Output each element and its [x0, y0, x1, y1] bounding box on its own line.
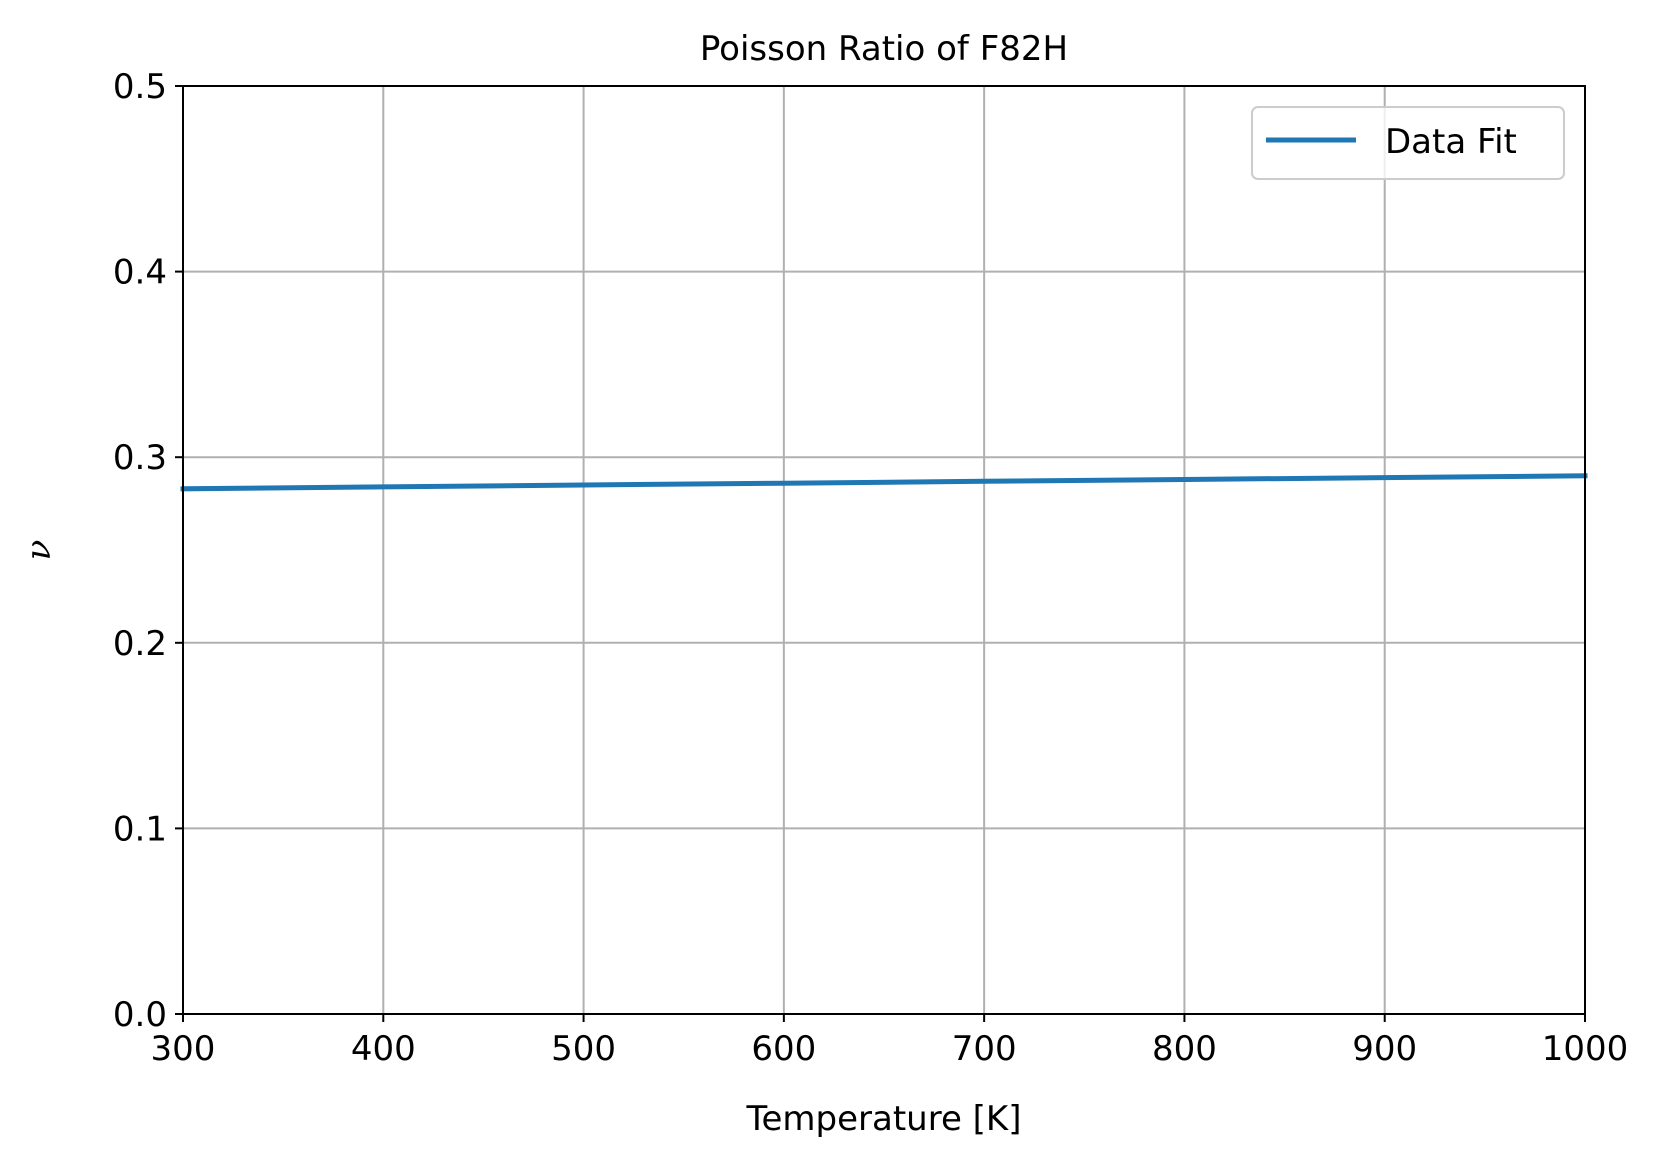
legend-box — [1251, 106, 1565, 180]
x-tick-label: 300 — [151, 1029, 216, 1069]
x-tick-label: 400 — [351, 1029, 416, 1069]
x-tick-label: 500 — [551, 1029, 616, 1069]
chart-title: Poisson Ratio of F82H — [700, 29, 1068, 69]
x-tick-label: 1000 — [1542, 1029, 1629, 1069]
y-tick-label: 0.5 — [113, 67, 167, 107]
grid — [182, 85, 1586, 1015]
y-tick-label: 0.4 — [113, 253, 167, 293]
x-tick-label: 600 — [751, 1029, 816, 1069]
x-axis-label: Temperature [K] — [745, 1099, 1021, 1139]
x-tick-label: 800 — [1152, 1029, 1217, 1069]
series-line-data-fit — [180, 473, 1588, 492]
y-tick-label: 0.2 — [113, 624, 167, 664]
plot-frame — [182, 85, 1586, 1015]
y-tick-label: 0.0 — [113, 995, 167, 1035]
legend: Data Fit — [1251, 106, 1565, 180]
series-layer — [180, 473, 1588, 492]
x-tick-label: 900 — [1352, 1029, 1417, 1069]
y-tick-label: 0.3 — [113, 438, 167, 478]
y-axis-ticks: 0.0 0.1 0.2 0.3 0.4 0.5 — [113, 67, 183, 1035]
x-tick-label: 700 — [952, 1029, 1017, 1069]
x-axis-ticks: 300 400 500 600 700 800 900 1000 — [151, 1014, 1629, 1069]
y-axis-label: ν — [19, 540, 59, 561]
legend-label-data-fit: Data Fit — [1385, 122, 1517, 162]
y-tick-label: 0.1 — [113, 809, 167, 849]
